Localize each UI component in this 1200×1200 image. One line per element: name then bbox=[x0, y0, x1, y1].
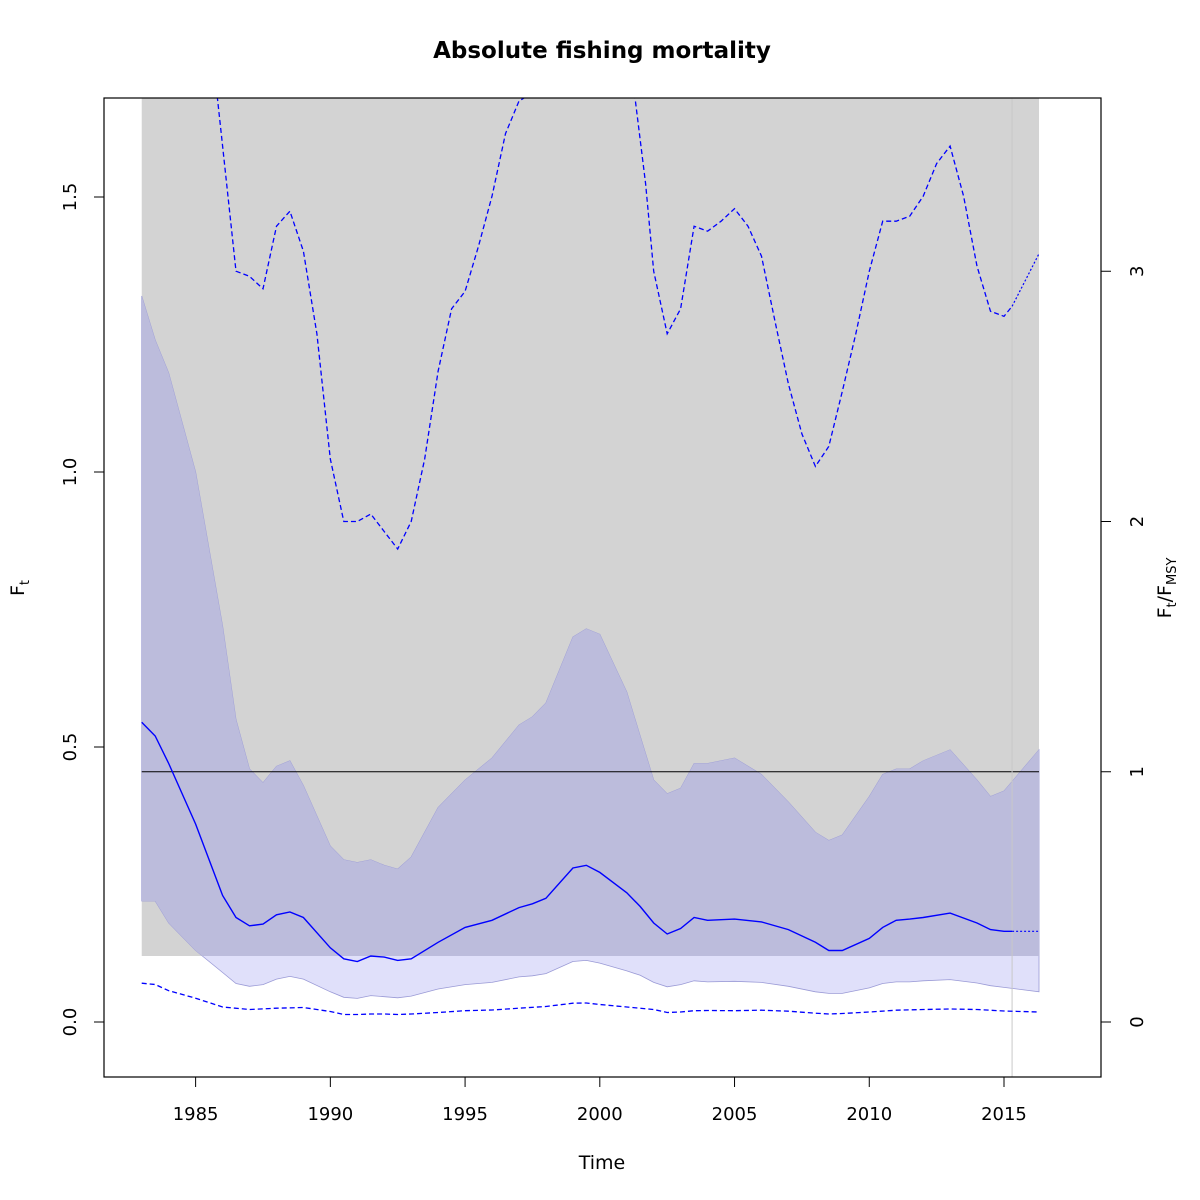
y2-axis-label-den-main: F bbox=[1154, 585, 1176, 596]
plot-area bbox=[141, 98, 1040, 1077]
y2-tick-label-2: 2 bbox=[1127, 516, 1148, 527]
y-axis-label-sub: t bbox=[18, 580, 33, 585]
y2-axis-label: Ft/FMSY bbox=[1154, 558, 1180, 619]
series-layer bbox=[141, 98, 1040, 1016]
x-axis-label: Time bbox=[578, 1152, 626, 1174]
y-axis: 0.0 0.5 1.0 1.5 bbox=[60, 183, 104, 1037]
y-axis-label: Ft bbox=[7, 580, 33, 596]
ci-band-dark bbox=[141, 296, 1039, 956]
y2-axis-label-num-sub: t bbox=[1165, 602, 1180, 607]
x-tick-label-1985: 1985 bbox=[173, 1104, 219, 1125]
y2-axis: 0 1 2 3 bbox=[1101, 266, 1148, 1028]
series-ffmsy-upper-projection bbox=[1011, 253, 1040, 307]
y2-tick-label-3: 3 bbox=[1127, 266, 1148, 277]
series-ffmsy-lower bbox=[141, 982, 1040, 1016]
x-axis: 1985 1990 1995 2000 2005 2010 2015 bbox=[173, 1076, 1027, 1125]
x-tick-label-2005: 2005 bbox=[712, 1104, 758, 1125]
y-tick-label-3: 1.5 bbox=[60, 183, 81, 212]
y-tick-label-2: 1.0 bbox=[60, 458, 81, 487]
y-tick-label-0: 0.0 bbox=[60, 1008, 81, 1037]
x-tick-label-2010: 2010 bbox=[846, 1104, 892, 1125]
x-tick-label-1990: 1990 bbox=[307, 1104, 353, 1125]
y2-axis-label-den-sub: MSY bbox=[1165, 558, 1180, 585]
x-tick-label-1995: 1995 bbox=[442, 1104, 488, 1125]
chart-title: Absolute fishing mortality bbox=[433, 38, 771, 64]
series-estimate bbox=[141, 721, 1013, 963]
y-tick-label-1: 0.5 bbox=[60, 733, 81, 762]
y2-tick-label-1: 1 bbox=[1127, 766, 1148, 777]
series-ffmsy-upper bbox=[216, 98, 1013, 551]
x-tick-label-2015: 2015 bbox=[981, 1104, 1027, 1125]
y-axis-label-main: F bbox=[7, 585, 29, 596]
y2-tick-label-0: 0 bbox=[1127, 1016, 1148, 1027]
x-tick-label-2000: 2000 bbox=[577, 1104, 623, 1125]
y2-axis-label-num-main: F bbox=[1154, 607, 1176, 618]
